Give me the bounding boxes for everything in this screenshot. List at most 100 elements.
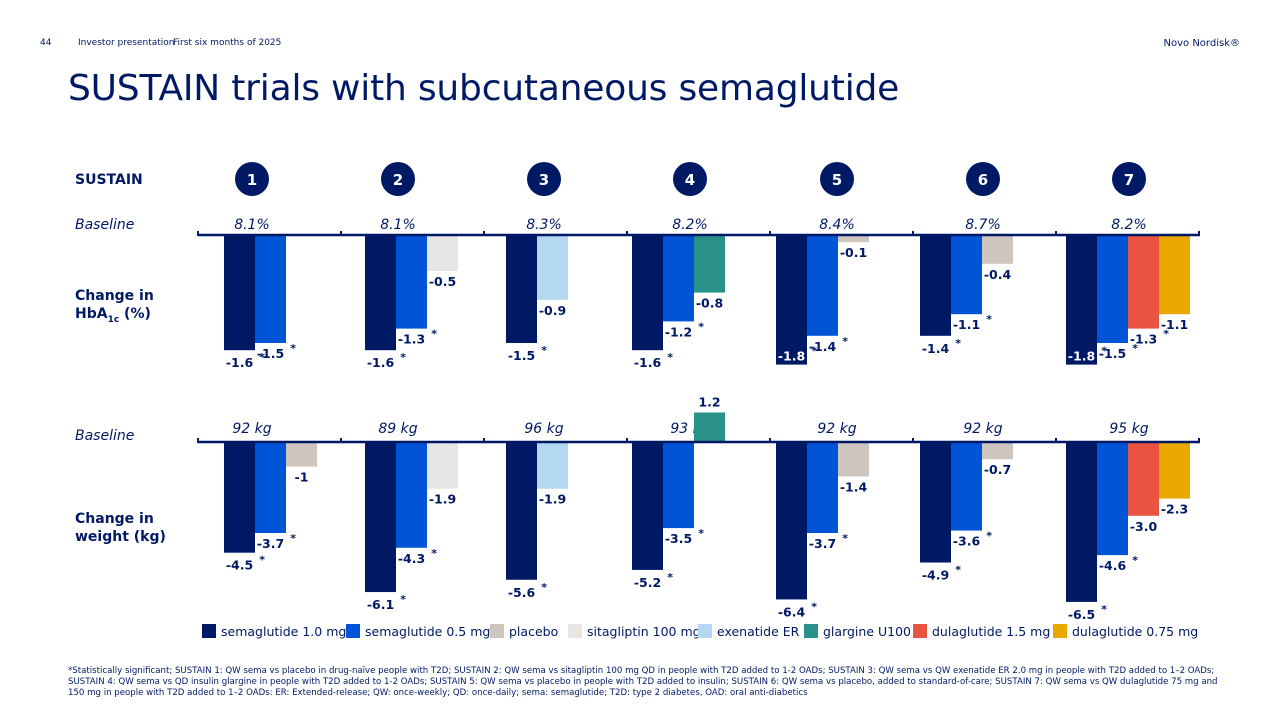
legend-item-glargine: glargine U100	[804, 624, 911, 639]
weight-data-label: -3.0	[1130, 519, 1158, 534]
legend-item-dula15: dulaglutide 1.5 mg	[913, 624, 1050, 639]
hba1c-label-unit: (%)	[119, 306, 151, 322]
hba1c-baseline-value: 8.2%	[1111, 217, 1147, 233]
legend-swatch	[346, 624, 360, 638]
weight-significance-mark: *	[698, 527, 704, 540]
legend-item-sema05: semaglutide 0.5 mg	[346, 624, 490, 639]
hba1c-baseline-value: 8.1%	[380, 217, 416, 233]
hba1c-panel: 8.1% 8.1% 8.3% 8.2% 8.4% 8.7% 8.2%-1.6 *-1.5 *-1…	[197, 217, 1200, 370]
hba1c-significance-mark: *	[667, 351, 673, 364]
legend-label: glargine U100	[823, 624, 911, 639]
weight-bar-glargine	[694, 412, 725, 442]
weight-trial-7: -6.5 * -4.6 * -3.0-2.3	[1066, 442, 1190, 622]
hba1c-data-label: -1.8	[1068, 349, 1095, 364]
weight-bar-dula075	[1159, 442, 1190, 499]
weight-significance-mark: *	[842, 532, 848, 545]
hba1c-bar-sema05	[1097, 235, 1128, 343]
hba1c-data-label: -1.3	[398, 332, 425, 347]
weight-bar-dula15	[1128, 442, 1159, 516]
weight-bar-sema05	[807, 442, 838, 534]
weight-panel: 92 kg 89 kg 96 kg 93 kg 92 kg 92 kg 95 kg-4.5 *…	[197, 394, 1200, 622]
hba1c-bar-sema05	[663, 235, 694, 322]
hba1c-baseline-value: 8.2%	[672, 217, 708, 233]
hba1c-significance-mark: *	[541, 344, 547, 357]
trial-number: 4	[685, 171, 695, 189]
weight-significance-mark: *	[955, 564, 961, 577]
weight-data-label: -1	[295, 470, 309, 485]
weight-bar-sema05	[951, 442, 982, 531]
hba1c-trial-3: -1.5 * -0.9	[506, 235, 568, 363]
trial-circle-shape	[1112, 162, 1146, 196]
hba1c-bar-sema05	[396, 235, 427, 329]
hba1c-label-sub: 1c	[108, 315, 120, 325]
brand-name: Novo Nordisk®	[1163, 38, 1240, 49]
weight-baseline-value: 89 kg	[378, 421, 417, 437]
hba1c-significance-mark: *	[400, 351, 406, 364]
legend-label: dulaglutide 1.5 mg	[932, 624, 1050, 639]
weight-data-label: -3.7	[257, 536, 284, 551]
hba1c-data-label: -1.3	[1130, 332, 1157, 347]
trial-7-circle: 7	[1112, 162, 1146, 196]
weight-trial-3: -5.6 * -1.9	[506, 442, 568, 600]
hba1c-bar-sitagliptin	[427, 235, 458, 271]
hba1c-bar-sema1	[776, 235, 807, 365]
weight-trial-2: -6.1 * -4.3 * -1.9	[365, 442, 458, 612]
weight-bar-sema05	[663, 442, 694, 529]
trial-number: 3	[539, 171, 549, 189]
hba1c-significance-mark: *	[1101, 345, 1107, 358]
hba1c-data-label: -0.1	[840, 245, 867, 260]
weight-significance-mark: *	[667, 571, 673, 584]
weight-label-line1: Change in	[75, 511, 154, 527]
sustain-chart: SUSTAIN Baseline Change in HbA1c (%) Bas…	[75, 162, 1200, 639]
hba1c-bar-sema1	[506, 235, 537, 343]
hba1c-trial-6: -1.4 * -1.1 * -0.4	[920, 235, 1013, 356]
trial-number: 1	[247, 171, 257, 189]
legend-swatch	[202, 624, 216, 638]
weight-bar-sema1	[224, 442, 255, 553]
hba1c-trial-1: -1.6 *-1.5 *	[224, 235, 296, 370]
hba1c-bar-sema1	[1066, 235, 1097, 365]
hba1c-significance-mark: *	[811, 345, 817, 358]
hba1c-data-label: -1.4	[809, 339, 837, 354]
legend-swatch	[490, 624, 504, 638]
hba1c-bar-sema1	[365, 235, 396, 351]
hba1c-data-label: -1.6	[634, 355, 662, 370]
weight-significance-mark: *	[1101, 603, 1107, 616]
legend-item-exenatide: exenatide ER	[698, 624, 800, 639]
trial-3-circle: 3	[527, 162, 561, 196]
hba1c-bar-sema1	[632, 235, 663, 351]
weight-baseline-value: 92 kg	[232, 421, 271, 437]
weight-bar-sema05	[1097, 442, 1128, 556]
hba1c-significance-mark: *	[1163, 328, 1169, 341]
trial-number: 6	[978, 171, 988, 189]
weight-bar-placebo	[982, 442, 1013, 460]
hba1c-data-label: -1.1	[953, 317, 980, 332]
hba1c-significance-mark: *	[698, 320, 704, 333]
trial-1-circle: 1	[235, 162, 269, 196]
hba1c-data-label: -1.1	[1161, 317, 1188, 332]
weight-data-label: -4.9	[922, 568, 949, 583]
trial-circle-shape	[527, 162, 561, 196]
weight-data-label: -6.5	[1068, 607, 1095, 622]
trial-circles: 1 2 3 4 5 6 7	[235, 162, 1146, 196]
weight-data-label: 1.2	[698, 394, 720, 409]
hba1c-bar-sema05	[951, 235, 982, 315]
trial-circle-shape	[381, 162, 415, 196]
hba1c-significance-mark: *	[1132, 342, 1138, 355]
weight-bar-sema1	[920, 442, 951, 563]
hba1c-baseline-value: 8.7%	[965, 217, 1001, 233]
hba1c-data-label: -1.5	[508, 348, 535, 363]
legend-swatch	[568, 624, 582, 638]
hba1c-bar-placebo	[838, 235, 869, 243]
weight-data-label: -1.9	[429, 492, 456, 507]
weight-baseline-value: 92 kg	[963, 421, 1002, 437]
weight-data-label: -3.6	[953, 534, 981, 549]
weight-bar-sema05	[255, 442, 286, 534]
trial-circle-shape	[673, 162, 707, 196]
sustain-row-label: SUSTAIN	[75, 172, 143, 188]
hba1c-data-label: -1.5	[257, 346, 284, 361]
trial-circle-shape	[820, 162, 854, 196]
legend-label: placebo	[509, 624, 558, 639]
baseline-label-weight: Baseline	[75, 428, 134, 444]
hba1c-label-main: HbA	[75, 306, 108, 322]
